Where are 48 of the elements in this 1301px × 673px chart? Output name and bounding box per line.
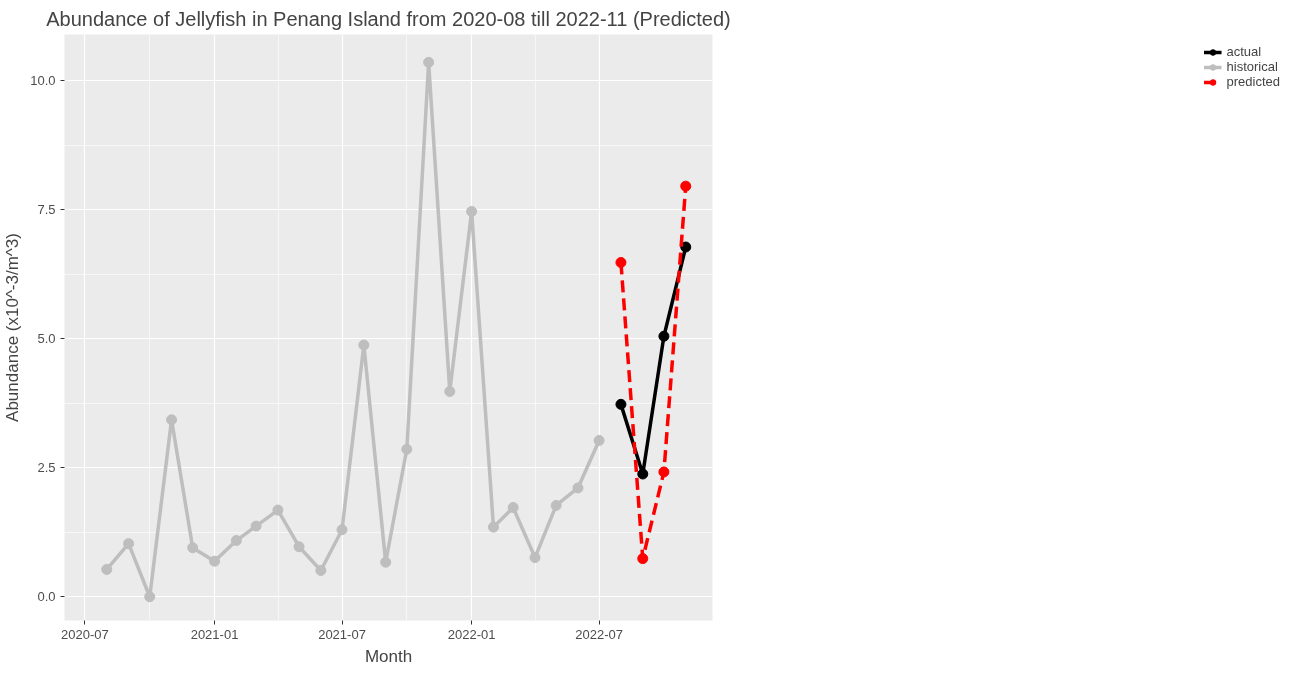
- point: [250, 520, 262, 532]
- y-tick-label: 2.5: [37, 460, 56, 476]
- point: [444, 385, 456, 397]
- x-tick-label: 2021-07: [318, 626, 366, 642]
- x-tick-label: 2022-01: [447, 626, 496, 642]
- point: [680, 180, 692, 192]
- point: [615, 257, 627, 268]
- point: [209, 555, 221, 567]
- y-tick-label: 0.0: [37, 589, 56, 605]
- legend-label: historical: [1226, 59, 1278, 74]
- y-tick-label: 5.0: [37, 331, 56, 347]
- chart-title: Abundance of Jellyfish in Penang Island from 2020-08 till 2022-11 (Predicted): [46, 7, 731, 30]
- point: [658, 466, 670, 478]
- legend-label: actual: [1226, 44, 1262, 59]
- point: [315, 564, 327, 576]
- x-axis-title: Month: [364, 646, 413, 666]
- point: [593, 434, 605, 446]
- y-tick-label: 7.5: [37, 202, 56, 218]
- point: [680, 241, 692, 253]
- point: [336, 524, 348, 536]
- point: [101, 563, 113, 575]
- point: [401, 443, 413, 455]
- legend-label: predicted: [1226, 74, 1280, 89]
- point: [615, 398, 627, 410]
- point: [507, 502, 519, 514]
- point: [637, 553, 649, 565]
- point: [466, 205, 478, 217]
- point: [637, 468, 649, 480]
- point: [123, 538, 135, 550]
- x-tick-label: 2022-07: [575, 626, 623, 642]
- x-tick-label: 2020-07: [61, 626, 109, 642]
- point: [572, 482, 584, 494]
- point: [423, 56, 435, 68]
- point: [144, 591, 156, 603]
- x-tick-label: 2021-01: [190, 626, 239, 642]
- point: [166, 414, 178, 426]
- point: [272, 504, 284, 516]
- point: [293, 541, 305, 553]
- point: [187, 542, 199, 554]
- point: [487, 521, 499, 533]
- y-tick-label: 10.0: [30, 73, 56, 89]
- point: [380, 556, 392, 568]
- point: [658, 330, 670, 342]
- point: [550, 499, 562, 511]
- point: [230, 535, 242, 547]
- point: [529, 552, 541, 564]
- point: [358, 339, 370, 351]
- y-axis-title: Abundance (x10^-3/m^3): [3, 233, 23, 422]
